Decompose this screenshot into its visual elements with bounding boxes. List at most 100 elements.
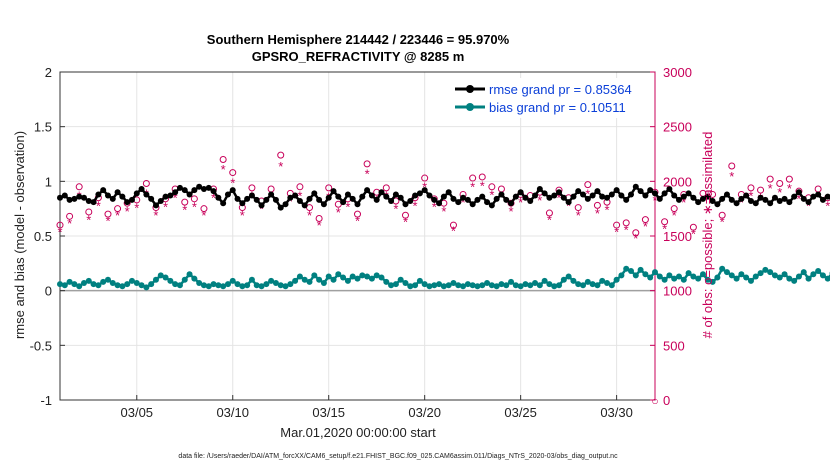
rmse-point (776, 198, 783, 205)
rmse-point (508, 200, 515, 207)
obs-assimilated-point: * (67, 216, 72, 231)
rmse-point (536, 185, 543, 192)
rmse-point (416, 190, 423, 197)
obs-assimilated-point: * (624, 222, 629, 237)
bias-point (114, 282, 121, 289)
rmse-point (810, 193, 817, 200)
bias-point (95, 282, 102, 289)
obs-assimilated-point: * (86, 213, 91, 228)
bias-point (747, 277, 754, 284)
obs-assimilated-point: * (432, 199, 437, 214)
rmse-point (455, 199, 462, 206)
rmse-point (628, 191, 635, 198)
y-tick-label: -0.5 (30, 338, 52, 353)
rmse-point (239, 200, 246, 207)
x-tick-label: 03/25 (504, 405, 537, 420)
rmse-point (604, 194, 611, 201)
obs-assimilated-point: * (365, 167, 370, 182)
y-tick-label: 1 (45, 174, 52, 189)
bias-point (71, 281, 78, 288)
obs-assimilated-point: * (240, 208, 245, 223)
y-tick-label: 2 (45, 65, 52, 80)
rmse-point (157, 198, 164, 205)
bias-point (388, 282, 395, 289)
bias-point (512, 282, 519, 289)
rmse-point (738, 195, 745, 202)
obs-assimilated-point: * (105, 214, 110, 229)
rmse-point (80, 194, 87, 201)
rmse-point (714, 201, 721, 208)
obs-assimilated-point: * (134, 200, 139, 215)
bias-point (632, 272, 639, 279)
rmse-point (474, 196, 481, 203)
bias-point (575, 281, 582, 288)
bias-point (484, 280, 491, 287)
rmse-point (90, 199, 97, 206)
obs-possible-point (315, 215, 323, 223)
rmse-point (786, 199, 793, 206)
bias-point (719, 265, 726, 272)
bias-point (445, 282, 452, 289)
obs-assimilated-point: * (595, 206, 600, 221)
bias-point (786, 275, 793, 282)
obs-possible-point (689, 223, 697, 231)
rmse-point (546, 194, 553, 201)
obs-assimilated-point: * (201, 208, 206, 223)
rmse-point (522, 194, 529, 201)
y2-axis-label: # of obs: o=possible; ∗=assimilated (700, 132, 715, 339)
rmse-point (234, 195, 241, 202)
rmse-point (277, 204, 284, 211)
bias-point (695, 275, 702, 282)
rmse-point (316, 196, 323, 203)
bias-point (311, 272, 318, 279)
bias-point (613, 276, 620, 283)
rmse-point (76, 193, 83, 200)
bias-point (138, 282, 145, 289)
obs-possible-point (382, 184, 390, 192)
bias-point (263, 281, 270, 288)
rmse-point (445, 189, 452, 196)
chart-subtitle: GPSRO_REFRACTIVITY @ 8285 m (252, 49, 465, 64)
obs-assimilated-point: * (221, 162, 226, 177)
bias-point (109, 280, 116, 287)
obs-assimilated-point: * (163, 199, 168, 214)
obs-possible-point (785, 175, 793, 183)
rmse-point (119, 193, 126, 200)
obs-assimilated-point: * (288, 194, 293, 209)
obs-assimilated-point: * (278, 159, 283, 174)
rmse-point (397, 194, 404, 201)
obs-assimilated-point: * (345, 199, 350, 214)
obs-assimilated-point: * (173, 191, 178, 206)
bias-point (642, 271, 649, 278)
obs-assimilated-point: * (566, 198, 571, 213)
rmse-point (695, 199, 702, 206)
bias-point (498, 281, 505, 288)
bias-point (704, 276, 711, 283)
bias-point (316, 276, 323, 283)
bias-point (675, 273, 682, 280)
rmse-point (186, 191, 193, 198)
rmse-point (498, 191, 505, 198)
rmse-point (599, 193, 606, 200)
rmse-point (421, 187, 428, 194)
bias-point (210, 281, 217, 288)
rmse-point (268, 191, 275, 198)
bias-point (733, 275, 740, 282)
obs-assimilated-point: * (259, 202, 264, 217)
rmse-point (551, 192, 558, 199)
rmse-point (287, 194, 294, 201)
bias-point (815, 267, 822, 274)
obs-possible-point (449, 221, 457, 229)
bias-point (383, 278, 390, 285)
legend-rmse-marker (466, 85, 474, 93)
y-tick-label: -1 (40, 393, 52, 408)
obs-assimilated-point: * (57, 225, 62, 240)
rmse-point (709, 198, 716, 205)
rmse-point (71, 195, 78, 202)
rmse-point (743, 192, 750, 199)
rmse-point (263, 196, 270, 203)
rmse-point (580, 191, 587, 198)
rmse-point (292, 192, 299, 199)
bias-point (296, 273, 303, 280)
bias-point (397, 276, 404, 283)
